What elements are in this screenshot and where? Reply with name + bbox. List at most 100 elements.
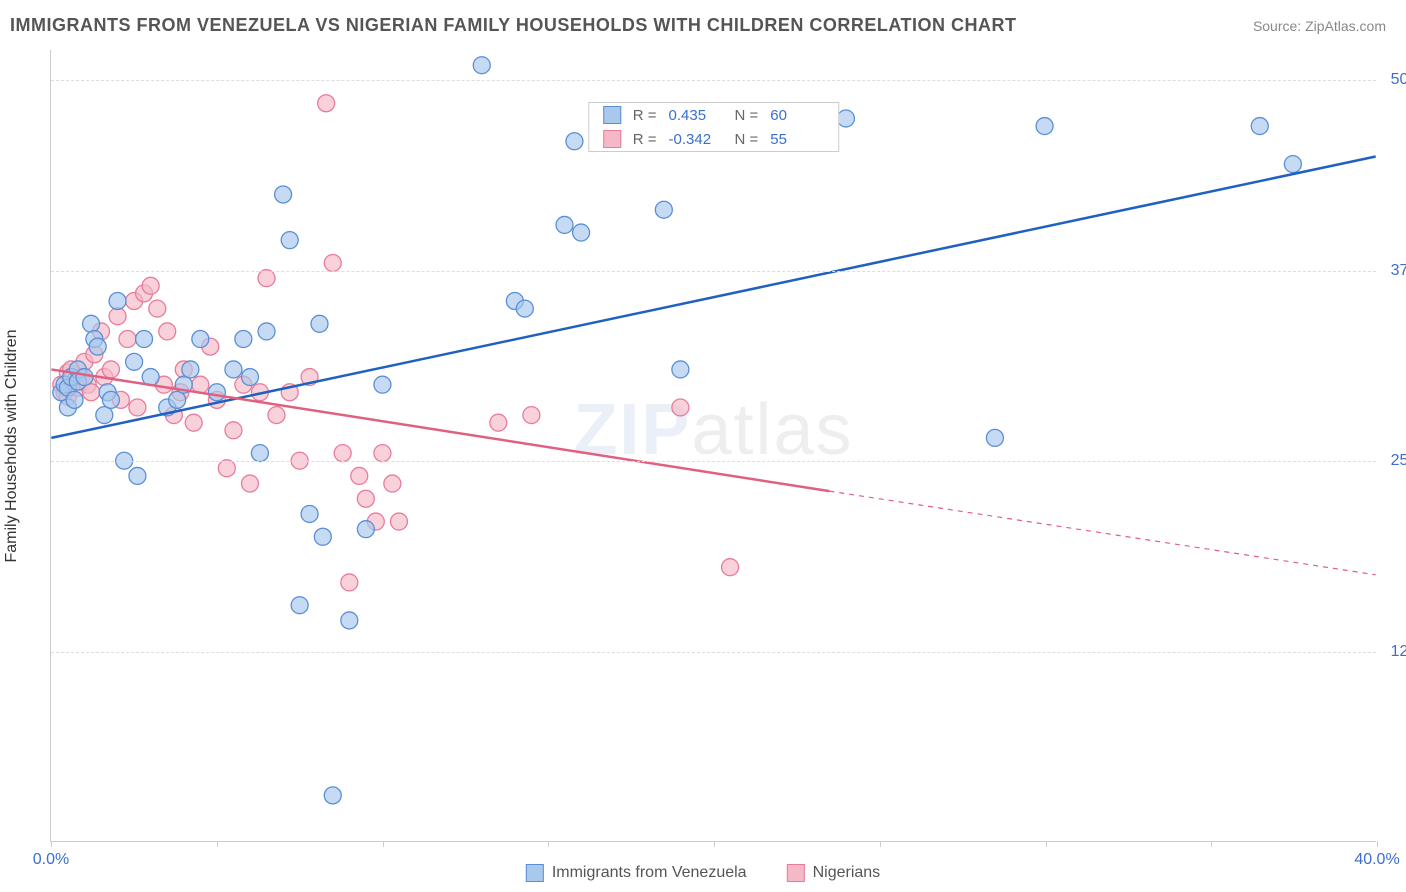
- scatter-point: [384, 475, 401, 492]
- scatter-point: [159, 323, 176, 340]
- scatter-point: [89, 338, 106, 355]
- legend-label-b: Nigerians: [813, 864, 881, 882]
- y-tick-label: 50.0%: [1381, 71, 1406, 89]
- stat-row-b: R = -0.342 N = 55: [589, 127, 839, 151]
- scatter-point: [129, 399, 146, 416]
- scatter-point: [149, 300, 166, 317]
- grid-line-h: [51, 271, 1376, 272]
- scatter-point: [390, 513, 407, 530]
- scatter-point: [126, 353, 143, 370]
- y-tick-label: 12.5%: [1381, 643, 1406, 661]
- scatter-point: [1036, 118, 1053, 135]
- x-tick-mark: [714, 841, 715, 847]
- legend-box-a-bottom: [526, 864, 544, 882]
- scatter-point: [136, 331, 153, 348]
- scatter-point: [351, 467, 368, 484]
- scatter-point: [76, 369, 93, 386]
- scatter-point: [102, 391, 119, 408]
- regression-line-a: [51, 156, 1375, 437]
- scatter-point: [241, 369, 258, 386]
- scatter-point: [268, 407, 285, 424]
- y-tick-label: 25.0%: [1381, 452, 1406, 470]
- chart-title: IMMIGRANTS FROM VENEZUELA VS NIGERIAN FA…: [10, 15, 1017, 36]
- scatter-point: [225, 422, 242, 439]
- scatter-point: [185, 414, 202, 431]
- scatter-point: [281, 232, 298, 249]
- scatter-point: [109, 293, 126, 310]
- scatter-point: [523, 407, 540, 424]
- scatter-point: [225, 361, 242, 378]
- scatter-point: [672, 399, 689, 416]
- scatter-point: [251, 445, 268, 462]
- scatter-point: [566, 133, 583, 150]
- legend-box-b-bottom: [787, 864, 805, 882]
- scatter-point: [516, 300, 533, 317]
- scatter-point: [490, 414, 507, 431]
- scatter-point: [1284, 156, 1301, 173]
- scatter-point: [357, 521, 374, 538]
- scatter-point: [672, 361, 689, 378]
- scatter-point: [334, 445, 351, 462]
- grid-line-h: [51, 461, 1376, 462]
- regression-line-b-solid: [51, 369, 829, 491]
- stat-row-a: R = 0.435 N = 60: [589, 103, 839, 127]
- scatter-point: [311, 315, 328, 332]
- legend-label-a: Immigrants from Venezuela: [552, 864, 747, 882]
- scatter-point: [258, 270, 275, 287]
- legend-item-a: Immigrants from Venezuela: [526, 864, 747, 882]
- scatter-point: [129, 467, 146, 484]
- x-tick-label: 0.0%: [33, 851, 69, 869]
- y-axis-label: Family Households with Children: [3, 330, 21, 563]
- scatter-point: [291, 597, 308, 614]
- scatter-point: [341, 574, 358, 591]
- x-tick-label: 40.0%: [1354, 851, 1399, 869]
- x-tick-mark: [51, 841, 52, 847]
- scatter-point: [324, 787, 341, 804]
- scatter-point: [275, 186, 292, 203]
- r-value-a: 0.435: [669, 107, 723, 124]
- x-tick-mark: [1211, 841, 1212, 847]
- grid-line-h: [51, 652, 1376, 653]
- scatter-point: [314, 528, 331, 545]
- stat-legend: R = 0.435 N = 60 R = -0.342 N = 55: [588, 102, 840, 152]
- x-tick-mark: [217, 841, 218, 847]
- scatter-point: [142, 277, 159, 294]
- scatter-point: [83, 315, 100, 332]
- chart-container: IMMIGRANTS FROM VENEZUELA VS NIGERIAN FA…: [0, 0, 1406, 892]
- x-tick-mark: [1046, 841, 1047, 847]
- legend-box-b: [603, 130, 621, 148]
- scatter-point: [169, 391, 186, 408]
- scatter-point: [318, 95, 335, 112]
- legend-item-b: Nigerians: [787, 864, 881, 882]
- scatter-point: [182, 361, 199, 378]
- regression-line-b-dashed: [829, 491, 1375, 575]
- scatter-point: [473, 57, 490, 74]
- scatter-point: [324, 254, 341, 271]
- plot-svg: [51, 50, 1376, 841]
- scatter-point: [102, 361, 119, 378]
- scatter-point: [556, 216, 573, 233]
- x-tick-mark: [1377, 841, 1378, 847]
- scatter-point: [837, 110, 854, 127]
- scatter-point: [96, 407, 113, 424]
- scatter-point: [655, 201, 672, 218]
- scatter-point: [241, 475, 258, 492]
- scatter-point: [258, 323, 275, 340]
- n-label-b: N =: [735, 131, 759, 148]
- r-label-a: R =: [633, 107, 657, 124]
- scatter-point: [218, 460, 235, 477]
- scatter-point: [66, 391, 83, 408]
- scatter-point: [235, 331, 252, 348]
- scatter-point: [722, 559, 739, 576]
- r-label-b: R =: [633, 131, 657, 148]
- scatter-point: [341, 612, 358, 629]
- scatter-point: [119, 331, 136, 348]
- scatter-point: [208, 384, 225, 401]
- scatter-point: [301, 505, 318, 522]
- r-value-b: -0.342: [669, 131, 723, 148]
- legend-box-a: [603, 106, 621, 124]
- n-label-a: N =: [735, 107, 759, 124]
- x-tick-mark: [383, 841, 384, 847]
- n-value-a: 60: [770, 107, 824, 124]
- scatter-point: [573, 224, 590, 241]
